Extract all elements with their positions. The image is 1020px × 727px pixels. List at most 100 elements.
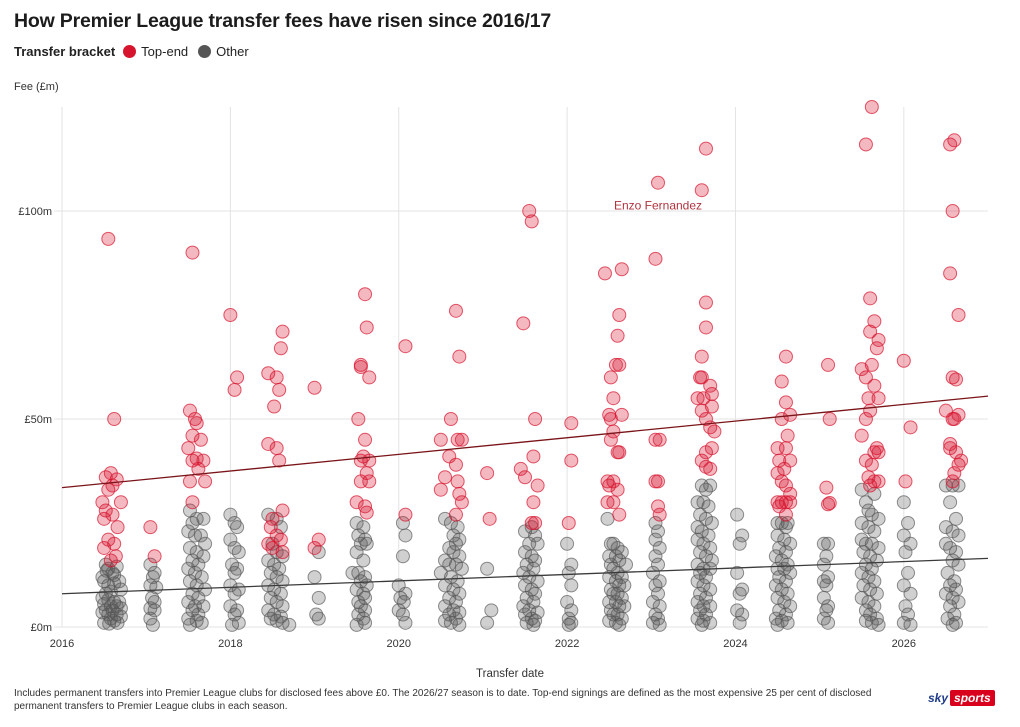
top-end-point [362,474,377,489]
top-end-point [101,482,116,497]
top-end-point [185,495,200,510]
top-end-point [864,100,879,114]
top-end-point [97,511,112,526]
other-point [867,524,882,539]
top-end-point [143,520,158,535]
logo-sports: sports [950,690,995,706]
other-point [819,549,834,564]
other-point [652,540,667,555]
top-end-point [530,478,545,493]
top-end-point [353,453,368,468]
other-point [898,545,913,560]
top-end-point [703,378,718,393]
other-point [227,540,242,555]
top-end-point [98,503,113,518]
other-point [854,482,869,497]
top-end-point [774,474,789,489]
other-point [358,590,373,605]
top-end-point [652,432,667,447]
top-end-point [648,251,663,266]
top-end-point [454,495,469,510]
trend-lines [61,395,989,595]
other-point [561,617,576,632]
other-point [898,599,913,614]
top-end-point [612,357,627,372]
annotations: Enzo Fernandez [614,199,702,213]
top-end-points [95,100,969,568]
x-tick-label: 2018 [218,638,242,650]
top-end-point [707,424,722,439]
other-point [480,615,495,630]
other-point [648,516,663,530]
top-end-point [871,391,886,406]
other-point [816,611,831,626]
other-point [564,615,579,630]
top-end-point [947,466,962,481]
legend: Transfer bracket Top-end Other [14,44,253,59]
top-end-point [269,441,284,456]
other-point [730,507,745,522]
top-end-point [612,445,627,460]
top-end-point [398,339,413,354]
top-end-point [452,486,467,501]
other-point [951,595,966,610]
other-point [732,536,747,551]
other-point [871,617,886,632]
other-point [561,565,576,580]
top-end-point [182,474,197,489]
other-point [356,553,371,568]
top-end-point [273,341,288,356]
top-end-point [778,349,793,364]
other-point [854,516,869,530]
other-point [223,578,238,593]
top-end-point [147,549,162,564]
other-point [600,511,615,526]
other-point [351,528,366,543]
top-end-point [651,474,666,489]
other-point [358,570,373,585]
top-end-point [608,357,623,372]
other-points [95,478,966,632]
top-end-point [443,412,458,426]
other-point [528,553,543,568]
top-end-point [949,372,964,387]
other-point [951,528,966,543]
other-point [943,495,958,510]
top-end-point [778,441,793,456]
other-point [282,617,297,632]
other-point [145,570,160,585]
top-end-point [109,472,124,487]
other-point [564,603,579,618]
other-point [938,536,953,551]
other-point [901,607,916,622]
top-end-point [867,474,882,489]
gridlines [54,107,988,628]
other-point [606,586,621,601]
other-point [398,528,413,543]
top-end-point [698,320,713,335]
top-end-point [903,420,918,435]
top-end-point [863,478,878,493]
other-point [871,511,886,526]
other-point [560,536,575,551]
top-end-point [694,370,709,385]
legend-title: Transfer bracket [14,44,116,59]
other-point [938,586,953,601]
top-end-point [227,382,242,397]
other-point [698,590,713,605]
top-end-point [603,432,618,447]
top-end-dot-icon [123,45,137,58]
top-end-point [307,540,322,555]
other-point [858,603,873,618]
top-end-point [275,324,290,339]
other-point [703,615,718,630]
footnote: Includes permanent transfers into Premie… [14,688,872,712]
other-point [816,574,831,589]
other-point [901,565,916,580]
top-end-point [603,370,618,385]
top-end-point [307,380,322,395]
other-point [145,617,160,632]
other-point [526,617,541,632]
top-end-point [261,536,276,551]
top-end-point [97,540,112,555]
